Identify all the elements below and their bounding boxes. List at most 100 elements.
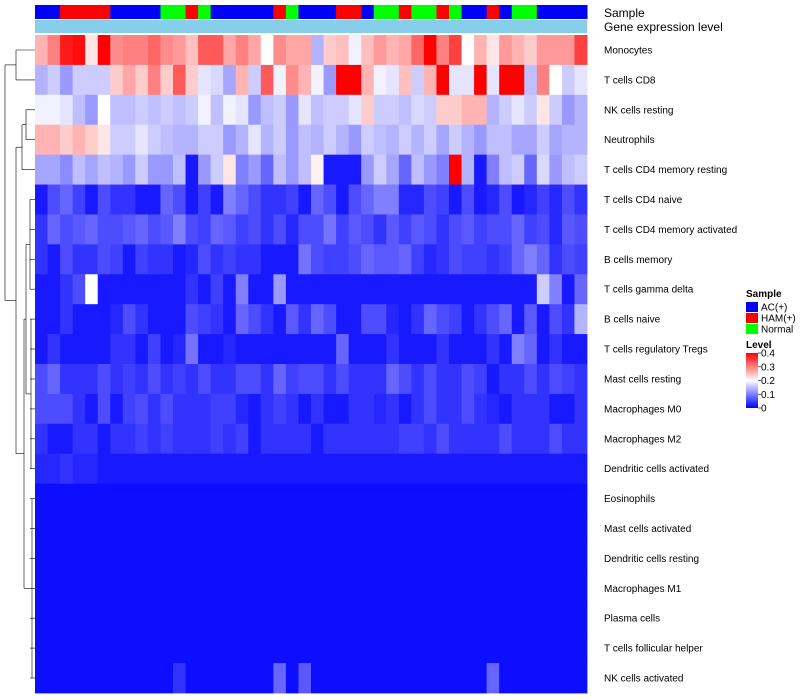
heatmap-cell bbox=[97, 64, 111, 96]
heatmap-cell bbox=[173, 304, 186, 335]
heatmap-cell bbox=[147, 64, 161, 96]
heatmap-cell bbox=[60, 334, 74, 365]
heatmap-cell bbox=[373, 94, 387, 126]
heatmap-cell bbox=[248, 64, 262, 96]
heatmap-cell bbox=[461, 154, 475, 185]
heatmap-cell bbox=[511, 304, 525, 335]
heatmap-cell bbox=[436, 124, 450, 156]
heatmap-cell bbox=[411, 304, 425, 335]
heatmap-cell bbox=[311, 244, 324, 275]
heatmap-cell bbox=[574, 64, 588, 96]
heatmap-cell bbox=[511, 214, 525, 245]
heatmap-cell bbox=[210, 35, 224, 66]
heatmap-cell bbox=[436, 244, 450, 275]
heatmap-cell bbox=[486, 513, 500, 544]
heatmap-cell bbox=[348, 483, 362, 514]
heatmap-cell bbox=[110, 124, 124, 156]
heatmap-cell bbox=[173, 64, 186, 96]
heatmap-cell bbox=[235, 334, 249, 365]
heatmap-cell bbox=[97, 184, 111, 215]
heatmap-cell bbox=[499, 483, 513, 514]
heatmap-cell bbox=[285, 633, 299, 664]
heatmap-cell bbox=[97, 543, 111, 574]
heatmap-cell bbox=[110, 154, 124, 185]
heatmap-cell bbox=[122, 124, 136, 156]
expression-annotation-label: Gene expression level bbox=[604, 20, 723, 34]
heatmap-cell bbox=[474, 304, 488, 335]
heatmap-cell bbox=[361, 244, 375, 275]
sample-cell bbox=[47, 5, 61, 19]
heatmap-cell bbox=[285, 393, 299, 425]
heatmap-cell bbox=[110, 94, 124, 126]
heatmap-cell bbox=[398, 35, 412, 66]
heatmap-cell bbox=[60, 513, 74, 544]
heatmap-cell bbox=[549, 543, 563, 574]
heatmap-cell bbox=[511, 393, 525, 425]
heatmap-cell bbox=[373, 513, 387, 544]
heatmap-cell bbox=[285, 334, 299, 365]
heatmap-cell bbox=[499, 543, 513, 574]
heatmap-cell bbox=[561, 274, 575, 305]
sample-cell bbox=[198, 5, 212, 19]
heatmap-cell bbox=[173, 244, 186, 275]
heatmap-cell bbox=[285, 274, 299, 305]
sample-cell bbox=[499, 5, 513, 19]
heatmap-cell bbox=[474, 35, 488, 66]
heatmap-cell bbox=[273, 393, 287, 425]
heatmap-cell bbox=[474, 423, 488, 455]
heatmap-cell bbox=[549, 393, 563, 425]
heatmap-cell bbox=[486, 244, 500, 275]
heatmap-cell bbox=[499, 214, 513, 245]
heatmap-cell bbox=[449, 663, 462, 694]
heatmap-cell bbox=[373, 214, 387, 245]
row-label: T cells CD4 memory activated bbox=[604, 225, 737, 236]
heatmap-cell bbox=[122, 274, 136, 305]
heatmap-cell bbox=[486, 35, 500, 66]
heatmap-cell bbox=[160, 244, 174, 275]
heatmap-cell bbox=[198, 94, 212, 126]
heatmap-cell bbox=[210, 573, 224, 604]
heatmap-cell bbox=[536, 543, 550, 574]
heatmap-cell bbox=[110, 453, 124, 485]
heatmap-cell bbox=[574, 543, 588, 574]
heatmap-cell bbox=[235, 304, 249, 335]
heatmap-cell bbox=[147, 423, 161, 455]
heatmap-cell bbox=[411, 274, 425, 305]
heatmap-cell bbox=[436, 334, 450, 365]
heatmap-cell bbox=[298, 573, 312, 604]
heatmap-cell bbox=[110, 364, 124, 395]
heatmap-cell bbox=[561, 334, 575, 365]
heatmap-cell bbox=[198, 64, 212, 96]
heatmap-cell bbox=[561, 453, 575, 485]
heatmap-cell bbox=[147, 184, 161, 215]
heatmap-cell bbox=[298, 364, 312, 395]
heatmap-cell bbox=[311, 184, 324, 215]
heatmap-cell bbox=[549, 214, 563, 245]
row-labels: Monocytes T cells CD8 NK cells resting Neut… bbox=[604, 46, 737, 685]
heatmap-cell bbox=[260, 214, 274, 245]
heatmap-cell bbox=[97, 35, 111, 66]
heatmap-cell bbox=[398, 364, 412, 395]
heatmap-cell bbox=[386, 184, 400, 215]
heatmap-cell bbox=[298, 154, 312, 185]
heatmap-cell bbox=[373, 154, 387, 185]
heatmap-cell bbox=[474, 334, 488, 365]
row-label: B cells naive bbox=[604, 315, 661, 326]
heatmap-cell bbox=[298, 543, 312, 574]
heatmap-cell bbox=[511, 453, 525, 485]
heatmap-cell bbox=[499, 124, 513, 156]
heatmap-cell bbox=[386, 423, 400, 455]
heatmap-cell bbox=[185, 513, 199, 544]
heatmap-cell bbox=[486, 214, 500, 245]
heatmap-cell bbox=[60, 64, 74, 96]
heatmap-cell bbox=[561, 543, 575, 574]
heatmap-cell bbox=[135, 304, 149, 335]
heatmap-cell bbox=[323, 543, 337, 574]
heatmap-cell bbox=[210, 633, 224, 664]
heatmap-cell bbox=[561, 184, 575, 215]
sample-cell bbox=[248, 5, 262, 19]
heatmap-cell bbox=[486, 154, 500, 185]
heatmap-cell bbox=[235, 124, 249, 156]
heatmap-cell bbox=[511, 184, 525, 215]
heatmap-cell bbox=[574, 124, 588, 156]
